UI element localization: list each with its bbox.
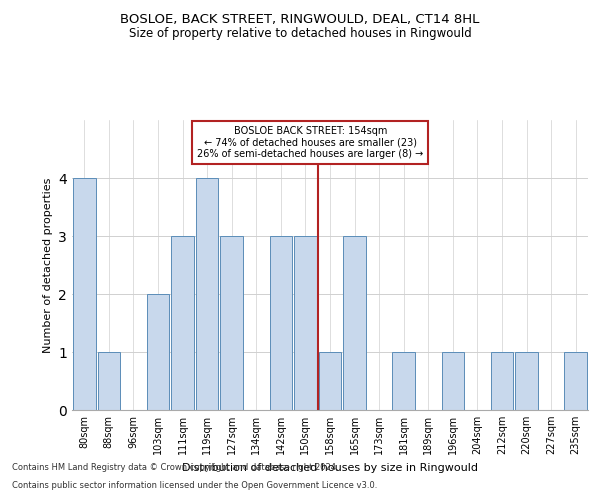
Bar — [343, 236, 366, 410]
Bar — [98, 352, 120, 410]
Bar — [515, 352, 538, 410]
Bar — [565, 352, 587, 410]
Text: Contains HM Land Registry data © Crown copyright and database right 2024.: Contains HM Land Registry data © Crown c… — [12, 464, 338, 472]
Bar — [442, 352, 464, 410]
Text: Size of property relative to detached houses in Ringwould: Size of property relative to detached ho… — [128, 28, 472, 40]
Bar — [73, 178, 95, 410]
Text: Contains public sector information licensed under the Open Government Licence v3: Contains public sector information licen… — [12, 481, 377, 490]
Bar — [220, 236, 243, 410]
Text: BOSLOE, BACK STREET, RINGWOULD, DEAL, CT14 8HL: BOSLOE, BACK STREET, RINGWOULD, DEAL, CT… — [121, 12, 479, 26]
Bar — [491, 352, 514, 410]
X-axis label: Distribution of detached houses by size in Ringwould: Distribution of detached houses by size … — [182, 462, 478, 472]
Text: BOSLOE BACK STREET: 154sqm
← 74% of detached houses are smaller (23)
26% of semi: BOSLOE BACK STREET: 154sqm ← 74% of deta… — [197, 126, 424, 159]
Y-axis label: Number of detached properties: Number of detached properties — [43, 178, 53, 352]
Bar — [294, 236, 317, 410]
Bar — [146, 294, 169, 410]
Bar — [196, 178, 218, 410]
Bar — [269, 236, 292, 410]
Bar — [392, 352, 415, 410]
Bar — [171, 236, 194, 410]
Bar — [319, 352, 341, 410]
